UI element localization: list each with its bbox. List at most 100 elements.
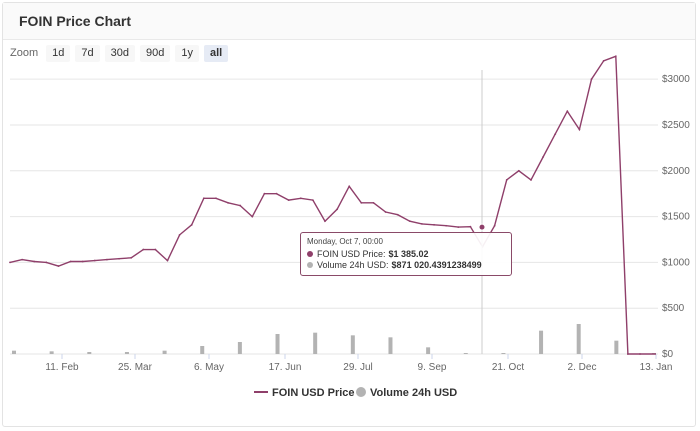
tooltip-volume-row: Volume 24h USD: $871 020.4391238499 — [307, 259, 505, 270]
price-point — [469, 225, 472, 228]
price-point — [614, 55, 617, 58]
zoom-all-button[interactable]: all — [203, 44, 229, 62]
price-point — [118, 257, 120, 260]
zoom-1d-button[interactable]: 1d — [46, 44, 71, 62]
y-tick-label: $2000 — [662, 166, 690, 177]
zoom-90d-button[interactable]: 90d — [139, 44, 171, 62]
zoom-7d-button[interactable]: 7d — [75, 44, 100, 62]
price-point — [142, 248, 145, 251]
volume-bar — [576, 324, 581, 354]
tooltip-date: Monday, Oct 7, 00:00 — [307, 237, 383, 246]
price-point — [566, 110, 569, 113]
volume-bar — [12, 350, 16, 354]
tooltip-price-label: FOIN USD Price: — [317, 248, 386, 259]
x-tick-label: 29. Jul — [343, 362, 372, 373]
price-point — [542, 156, 544, 158]
price-point — [93, 259, 96, 262]
price-point — [154, 248, 157, 251]
price-dot-icon — [307, 250, 313, 257]
x-tick-label: 17. Jun — [269, 362, 302, 373]
tooltip-price-row: FOIN USD Price: $1 385.02 — [307, 248, 505, 259]
zoom-30d-button[interactable]: 30d — [104, 44, 135, 62]
chart-tooltip: Monday, Oct 7, 00:00 FOIN USD Price: $1 … — [300, 232, 512, 276]
volume-bar — [87, 352, 92, 354]
price-point — [69, 260, 72, 263]
chart-card: FOIN Price Chart — [2, 2, 696, 427]
volume-bar — [463, 353, 468, 354]
tooltip-volume-value: $871 020.4391238499 — [391, 259, 482, 270]
price-point — [81, 260, 84, 263]
volume-bar — [426, 347, 431, 354]
x-tick-label: 2. Dec — [568, 362, 597, 373]
volume-bar — [162, 350, 167, 354]
x-tick-label: 25. Mar — [118, 362, 153, 373]
price-point — [311, 199, 314, 201]
zoom-1y-button[interactable]: 1y — [175, 44, 199, 62]
x-tick-label: 11. Feb — [45, 362, 79, 373]
price-point — [130, 256, 133, 259]
price-point — [239, 204, 242, 207]
price-point — [202, 197, 205, 200]
price-point — [530, 179, 532, 181]
x-tick-label: 21. Oct — [492, 362, 524, 373]
price-point — [554, 133, 557, 136]
volume-bar — [49, 351, 54, 354]
volume-bar — [388, 337, 393, 354]
price-point — [348, 185, 351, 188]
price-point — [33, 260, 36, 263]
price-point — [215, 197, 217, 200]
price-point — [57, 265, 60, 267]
price-point — [190, 223, 193, 226]
price-point — [590, 78, 593, 81]
price-point — [21, 258, 24, 261]
legend-volume-icon — [356, 387, 366, 397]
zoom-bar: Zoom 1d 7d 30d 90d 1y all — [10, 44, 233, 62]
hover-marker — [478, 223, 486, 231]
price-point — [433, 223, 435, 226]
price-line — [9, 55, 656, 355]
price-point — [9, 261, 11, 264]
price-point — [299, 197, 302, 200]
price-point — [178, 234, 181, 236]
price-point — [493, 224, 496, 227]
volume-bar — [200, 346, 205, 354]
y-tick-label: $1000 — [662, 257, 690, 268]
price-point — [408, 220, 411, 223]
price-point — [287, 199, 290, 201]
legend-volume-label: Volume 24h USD — [370, 387, 457, 399]
x-tick-label: 6. May — [194, 362, 224, 373]
price-point — [227, 201, 229, 204]
price-point — [45, 261, 48, 264]
price-point — [324, 220, 326, 223]
price-point — [166, 259, 169, 262]
price-point — [372, 201, 375, 204]
x-tick-label: 13. Jan — [640, 362, 673, 373]
zoom-label: Zoom — [10, 47, 39, 59]
price-point — [639, 353, 641, 355]
tooltip-price-value: $1 385.02 — [388, 248, 429, 259]
volume-bar — [539, 330, 544, 354]
volume-bar — [124, 352, 129, 354]
y-tick-label: $0 — [662, 349, 674, 360]
tooltip-volume-label: Volume 24h USD: — [317, 259, 389, 270]
price-point — [578, 128, 581, 131]
y-tick-label: $3000 — [662, 74, 690, 85]
price-point — [275, 192, 278, 195]
price-point — [626, 353, 629, 355]
volume-bar — [501, 353, 506, 354]
price-point — [517, 169, 520, 172]
price-point — [384, 211, 387, 213]
y-tick-label: $1500 — [662, 212, 690, 223]
chart-title: FOIN Price Chart — [19, 13, 132, 29]
volume-bar — [275, 334, 280, 354]
price-point — [263, 192, 266, 195]
legend-price-label: FOIN USD Price — [272, 387, 355, 399]
y-tick-label: $500 — [662, 303, 685, 314]
price-point — [336, 208, 339, 211]
volume-bar — [614, 340, 619, 354]
card-header: FOIN Price Chart — [3, 3, 695, 40]
price-point — [360, 201, 363, 204]
price-point — [106, 258, 108, 261]
y-tick-label: $2500 — [662, 120, 690, 131]
